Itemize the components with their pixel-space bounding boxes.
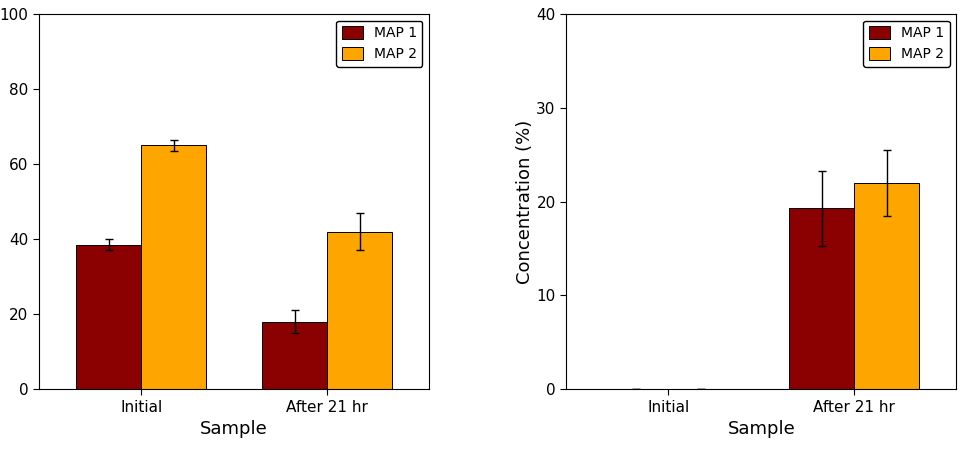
Bar bbox=[790, 208, 854, 389]
Legend: MAP 1, MAP 2: MAP 1, MAP 2 bbox=[337, 21, 423, 67]
X-axis label: Sample: Sample bbox=[200, 420, 268, 438]
Bar bbox=[142, 145, 206, 389]
X-axis label: Sample: Sample bbox=[727, 420, 795, 438]
Bar bbox=[263, 322, 327, 389]
Bar bbox=[854, 183, 919, 389]
Y-axis label: Concentration (%): Concentration (%) bbox=[515, 120, 534, 284]
Bar bbox=[76, 245, 142, 389]
Bar bbox=[327, 232, 392, 389]
Legend: MAP 1, MAP 2: MAP 1, MAP 2 bbox=[864, 21, 950, 67]
